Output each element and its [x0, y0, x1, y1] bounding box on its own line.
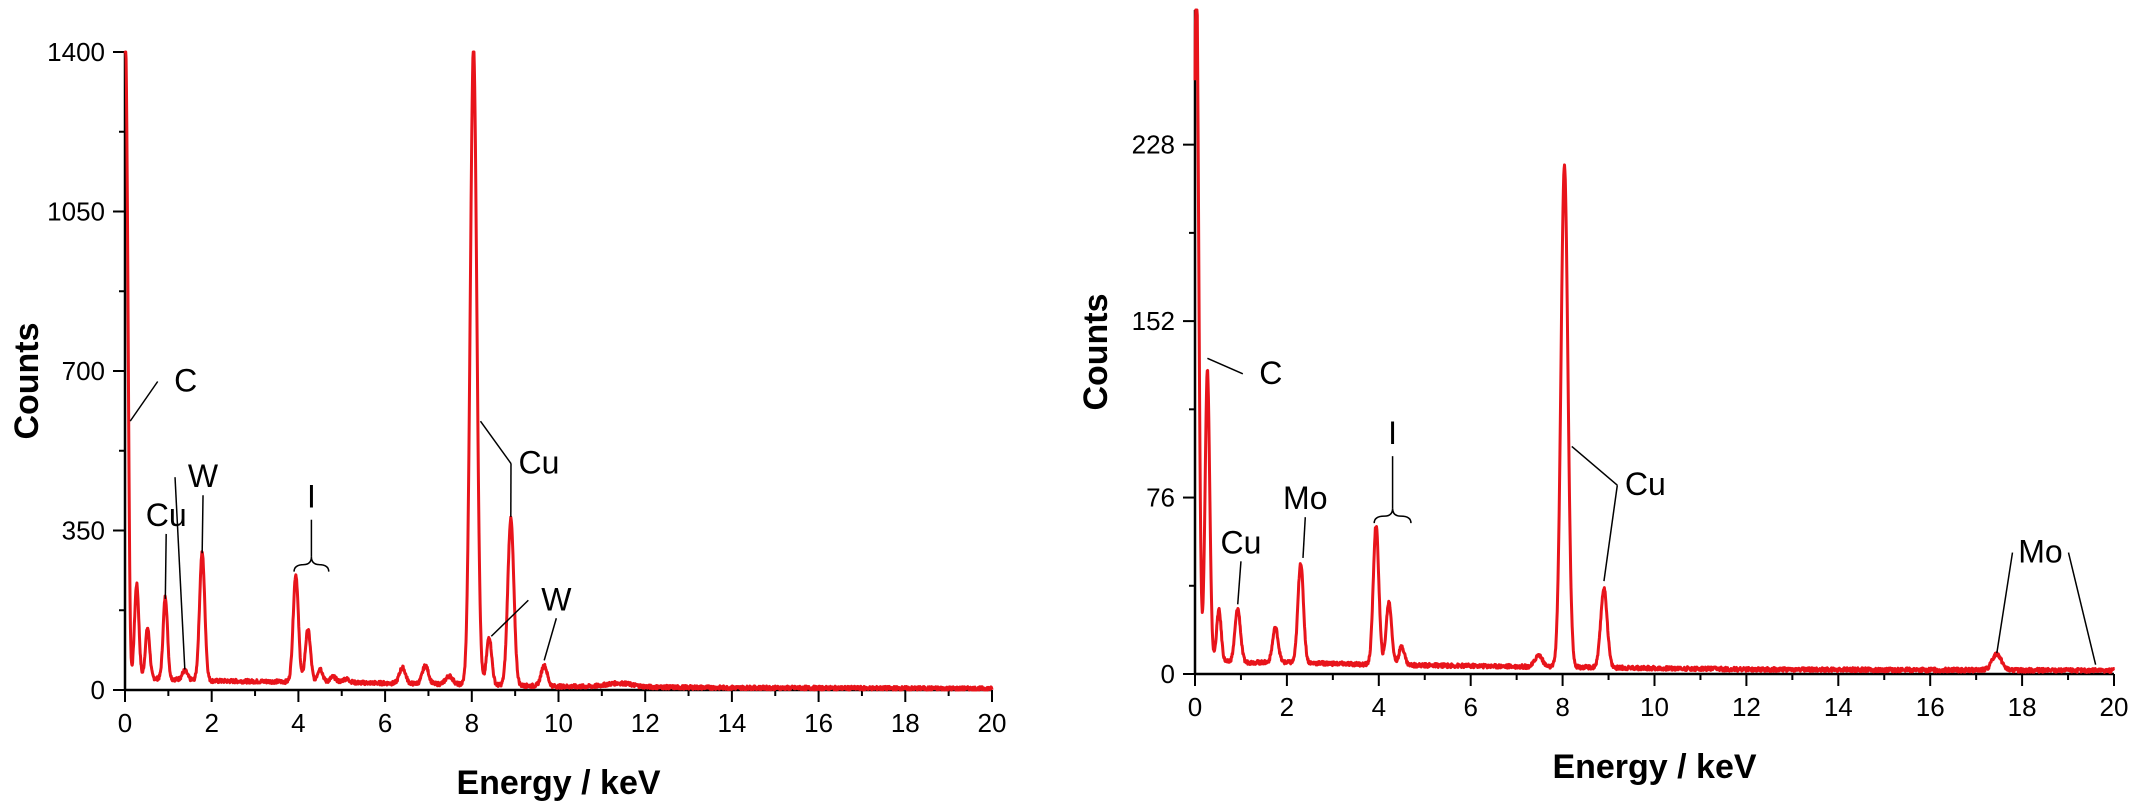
- annotation-leader: [479, 420, 512, 464]
- y-tick-label: 228: [1132, 130, 1175, 160]
- peak-label: C: [1259, 355, 1282, 391]
- peak-label: C: [174, 363, 197, 399]
- peak-label: I: [307, 479, 316, 515]
- x-tick-label: 12: [631, 708, 660, 738]
- peak-label: Cu: [146, 497, 187, 533]
- y-tick-label: 700: [62, 356, 105, 386]
- annotation-leader: [1996, 552, 2014, 654]
- x-tick-label: 16: [1916, 692, 1945, 722]
- annotation-leader: [1236, 561, 1242, 605]
- y-tick-label: 1050: [47, 197, 105, 227]
- spectrum-line: [1193, 8, 2116, 674]
- x-tick-label: 18: [891, 708, 920, 738]
- peak-label: W: [188, 458, 219, 494]
- annotation-leader: [174, 477, 186, 670]
- annotation-leader: [1603, 485, 1619, 582]
- x-tick-label: 14: [1824, 692, 1853, 722]
- peak-label: W: [541, 581, 572, 617]
- x-axis-title: Energy / keV: [456, 764, 660, 802]
- chart-panel-1: 0 2 4 6 8 10 12 14 16 18 20 0 350 700 1050 1400 Energy /…: [8, 37, 1006, 802]
- annotation-leader: [1207, 357, 1244, 375]
- y-axis-title: Counts: [8, 322, 46, 439]
- x-tick-label: 12: [1732, 692, 1761, 722]
- annotation-leader: [2067, 552, 2097, 665]
- x-tick-label: 2: [204, 708, 218, 738]
- x-tick-label: 18: [2008, 692, 2037, 722]
- y-tick-label: 0: [91, 675, 105, 705]
- annotation-leader: [543, 618, 558, 661]
- annotation-leader: [201, 495, 204, 554]
- x-tick-label: 4: [1372, 692, 1386, 722]
- x-tick-label: 20: [2100, 692, 2129, 722]
- peak-label: Cu: [1220, 524, 1261, 560]
- x-tick-label: 14: [717, 708, 746, 738]
- y-tick-label: 1400: [47, 37, 105, 67]
- peak-label: I: [1388, 415, 1397, 451]
- x-tick-label: 0: [118, 708, 132, 738]
- annotation-leader: [129, 381, 159, 422]
- spectrum-line: [123, 50, 994, 692]
- x-tick-label: 16: [804, 708, 833, 738]
- annotation-leader: [164, 533, 167, 599]
- x-tick-label: 6: [1463, 692, 1477, 722]
- peak-label: Mo: [1283, 480, 1327, 516]
- x-tick-label: 0: [1188, 692, 1202, 722]
- x-tick-label: 2: [1280, 692, 1294, 722]
- x-tick-label: 10: [1640, 692, 1669, 722]
- x-tick-label: 6: [378, 708, 392, 738]
- peak-group-brace: [293, 556, 330, 572]
- x-tick-label: 10: [544, 708, 573, 738]
- annotation-leader: [490, 599, 529, 637]
- x-tick-label: 8: [465, 708, 479, 738]
- y-tick-label: 76: [1146, 483, 1175, 513]
- y-tick-label: 152: [1132, 306, 1175, 336]
- x-tick-label: 20: [978, 708, 1007, 738]
- peak-label: Mo: [2018, 534, 2062, 570]
- x-tick-label: 8: [1555, 692, 1569, 722]
- peak-group-brace: [1373, 508, 1412, 524]
- chart-panel-2: 0 2 4 6 8 10 12 14 16 18 20 0 76 152 228 Energy / keV Co…: [1077, 8, 2129, 786]
- y-tick-label: 0: [1161, 659, 1175, 689]
- y-axis-title: Counts: [1077, 293, 1115, 410]
- annotation-leader: [1571, 445, 1618, 486]
- x-axis-title: Energy / keV: [1552, 748, 1756, 786]
- annotation-leader: [1302, 517, 1307, 558]
- y-tick-label: 350: [62, 516, 105, 546]
- peak-label: Cu: [519, 445, 560, 481]
- x-tick-label: 4: [291, 708, 305, 738]
- peak-label: Cu: [1625, 466, 1666, 502]
